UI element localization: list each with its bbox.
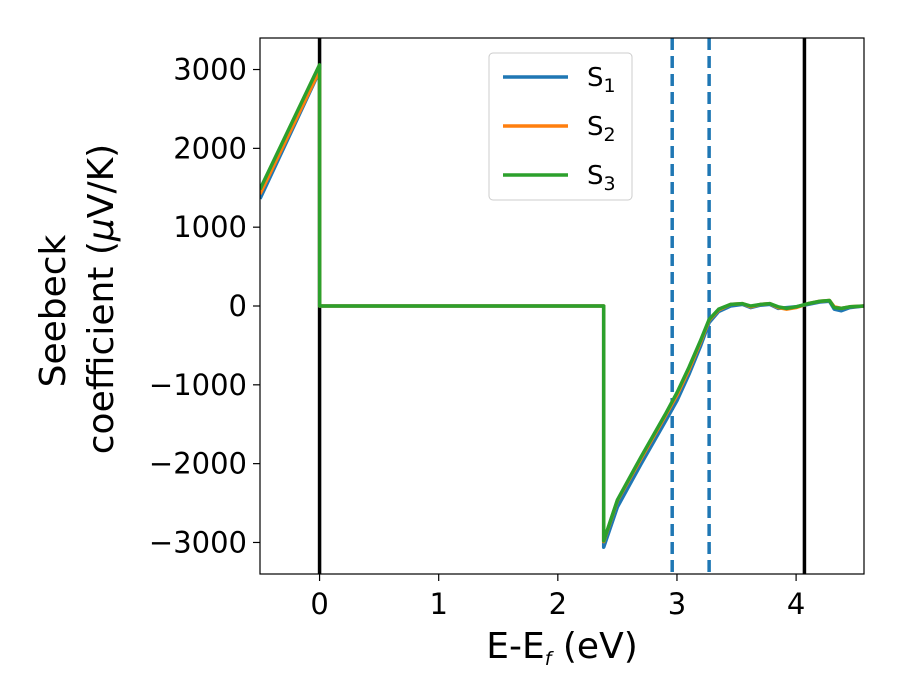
series-line-3 — [260, 63, 864, 543]
x-axis-ticks: 0 1 2 3 4 — [310, 574, 805, 621]
y-tick-label: −1000 — [149, 368, 247, 402]
y-tick-label: 1000 — [173, 210, 247, 244]
y-tick-label: −3000 — [149, 525, 247, 559]
series-group — [260, 63, 864, 549]
x-tick-label: 1 — [429, 587, 447, 621]
y-axis-ticks: 3000 2000 1000 0 −1000 −2000 −3000 — [149, 53, 260, 559]
y-tick-label: 2000 — [173, 131, 247, 165]
x-tick-label: 2 — [549, 587, 567, 621]
y-axis-title-line1: Seebeck — [33, 234, 74, 387]
legend-label-1: S1 — [587, 63, 616, 97]
legend-label-3: S3 — [587, 161, 616, 195]
legend-label-2: S2 — [587, 112, 616, 146]
x-tick-label: 0 — [310, 587, 328, 621]
y-tick-label: 0 — [229, 289, 247, 323]
y-tick-label: 3000 — [173, 53, 247, 87]
x-tick-label: 3 — [668, 587, 686, 621]
x-axis-title: E-Ef (eV) — [486, 626, 638, 670]
y-axis-title-line2: coefficient (μV/K) — [81, 144, 122, 454]
legend: S1 S2 S3 — [488, 52, 633, 201]
y-tick-label: −2000 — [149, 447, 247, 481]
x-tick-label: 4 — [787, 587, 805, 621]
